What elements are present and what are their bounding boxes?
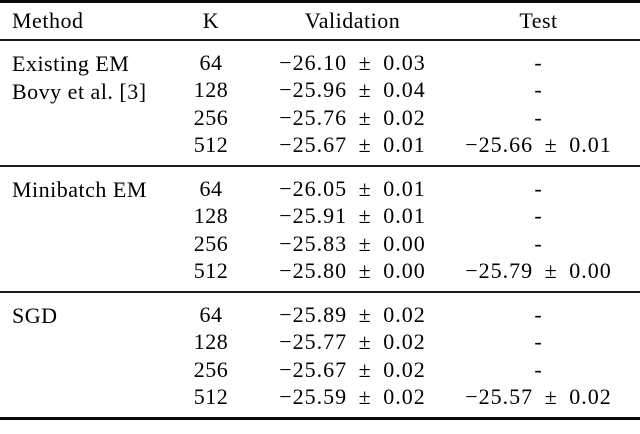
test-cell: −25.79 ± 0.00: [465, 257, 612, 283]
validation-cell: −25.96 ± 0.04: [279, 76, 426, 102]
k-cell: 512: [193, 131, 229, 157]
table-section-minibatch-em: Minibatch EM 64 −26.05 ± 0.01 - 128 −25.…: [0, 166, 640, 292]
column-header-method: Method: [12, 7, 84, 33]
test-cell: −25.57 ± 0.02: [465, 383, 612, 409]
validation-cell: −25.59 ± 0.02: [279, 383, 426, 409]
table-section-existing-em: Existing EM Bovy et al. [3] 64 −26.10 ± …: [0, 40, 640, 166]
method-line: Existing EM: [12, 50, 130, 76]
k-cell: 64: [199, 49, 223, 75]
table-row: 128 −25.91 ± 0.01 -: [0, 202, 640, 230]
validation-cell: −26.05 ± 0.01: [279, 175, 426, 201]
validation-cell: −25.80 ± 0.00: [279, 257, 426, 283]
table-header: Method K Validation Test: [0, 2, 640, 40]
k-cell: 256: [193, 230, 229, 256]
table-row: SGD 64 −25.89 ± 0.02 -: [0, 292, 640, 328]
table-row: Existing EM Bovy et al. [3] 64 −26.10 ± …: [0, 40, 640, 104]
test-cell: -: [534, 301, 543, 327]
method-cell: SGD: [0, 292, 154, 419]
table-row: 512 −25.80 ± 0.00 −25.79 ± 0.00: [0, 258, 640, 292]
test-cell: -: [534, 328, 543, 354]
validation-cell: −25.67 ± 0.01: [279, 131, 426, 157]
test-cell: -: [534, 49, 543, 75]
table-row: 512 −25.67 ± 0.01 −25.66 ± 0.01: [0, 132, 640, 166]
validation-cell: −26.10 ± 0.03: [279, 49, 426, 75]
k-cell: 512: [193, 383, 229, 409]
k-cell: 256: [193, 104, 229, 130]
test-cell: -: [534, 104, 543, 130]
validation-cell: −25.76 ± 0.02: [279, 104, 426, 130]
method-line: SGD: [12, 302, 58, 328]
test-cell: -: [534, 356, 543, 382]
table-row: 128 −25.77 ± 0.02 -: [0, 328, 640, 356]
test-cell: -: [534, 230, 543, 256]
validation-cell: −25.83 ± 0.00: [279, 230, 426, 256]
test-cell: -: [534, 175, 543, 201]
k-cell: 128: [193, 76, 229, 102]
test-cell: -: [534, 76, 543, 102]
validation-cell: −25.77 ± 0.02: [279, 328, 426, 354]
method-line: Bovy et al. [3]: [12, 78, 147, 104]
test-cell: -: [534, 202, 543, 228]
table-row: 512 −25.59 ± 0.02 −25.57 ± 0.02: [0, 384, 640, 419]
results-table: Method K Validation Test Existing EM Bov…: [0, 0, 640, 420]
k-cell: 512: [193, 257, 229, 283]
k-cell: 128: [193, 328, 229, 354]
k-cell: 64: [199, 175, 223, 201]
method-cell: Existing EM Bovy et al. [3]: [0, 40, 154, 166]
table-row: 256 −25.67 ± 0.02 -: [0, 356, 640, 384]
k-cell: 128: [193, 202, 229, 228]
table-row: Minibatch EM 64 −26.05 ± 0.01 -: [0, 166, 640, 202]
method-cell: Minibatch EM: [0, 166, 154, 292]
column-header-test: Test: [519, 7, 558, 33]
k-cell: 256: [193, 356, 229, 382]
table-row: 128 −25.96 ± 0.04 -: [0, 76, 640, 104]
method-line: Minibatch EM: [12, 176, 147, 202]
column-header-validation: Validation: [304, 7, 401, 33]
validation-cell: −25.89 ± 0.02: [279, 301, 426, 327]
table-row: 256 −25.83 ± 0.00 -: [0, 230, 640, 258]
validation-cell: −25.91 ± 0.01: [279, 202, 426, 228]
k-cell: 64: [199, 301, 223, 327]
validation-cell: −25.67 ± 0.02: [279, 356, 426, 382]
table-row: 256 −25.76 ± 0.02 -: [0, 104, 640, 132]
column-header-k: K: [202, 7, 220, 33]
test-cell: −25.66 ± 0.01: [465, 131, 612, 157]
table-header-row: Method K Validation Test: [0, 2, 640, 40]
table-section-sgd: SGD 64 −25.89 ± 0.02 - 128 −25.77 ± 0.02…: [0, 292, 640, 419]
